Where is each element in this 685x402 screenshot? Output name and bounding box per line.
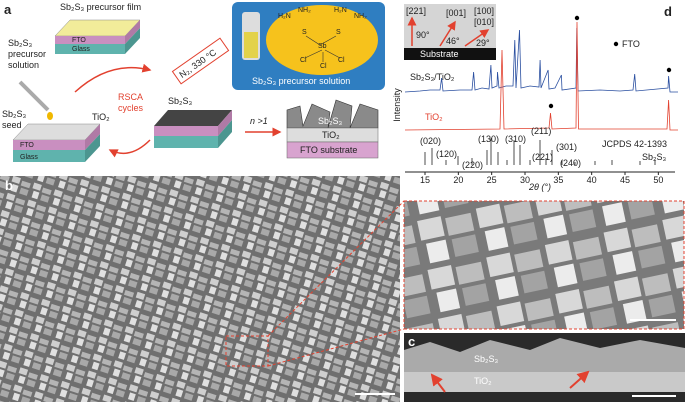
x-tick-label: 15: [420, 175, 430, 185]
solution-text: precursor: [8, 49, 46, 59]
solution-box: H₂N NH₂ H₂N NH₂ S S Sb Cl Cl Cl Sb₂S₃ pr…: [232, 2, 385, 90]
direction: [100]: [474, 6, 494, 16]
zoom-image: [403, 200, 685, 330]
peak-label: (220): [462, 160, 483, 170]
trace-label: TiO₂: [425, 112, 443, 122]
seed-text: Sb₂S₃: [2, 109, 27, 119]
x-axis-label: 2θ (°): [528, 182, 551, 192]
box-caption: Sb₂S₃ precursor solution: [252, 76, 350, 86]
droplet: [47, 112, 53, 120]
atom: NH₂: [354, 13, 367, 20]
panel-d: d Intensity 2θ (°) FTO Sb₂S₃/TiO₂ TiO₂ J…: [392, 4, 678, 192]
layer-label: Glass: [72, 46, 90, 53]
atom: Cl: [338, 57, 345, 64]
atom: NH₂: [298, 7, 311, 14]
tio2-layer: [404, 372, 685, 392]
repeat-label: n >1: [250, 116, 268, 126]
anneal-box: N₂, 330 °C: [171, 37, 230, 85]
atom: H₂N: [278, 13, 291, 20]
peak-label: (211): [531, 126, 551, 136]
atom: Cl: [300, 57, 307, 64]
x-tick-label: 30: [520, 175, 530, 185]
layer-label: FTO: [20, 142, 34, 149]
peak-label: (020): [420, 136, 441, 146]
y-axis-label: Intensity: [392, 88, 402, 122]
fto-dot: [666, 67, 672, 73]
atom: Sb: [318, 43, 327, 50]
film-stack: FTO Glass: [54, 19, 141, 54]
atom: S: [336, 29, 341, 36]
orientation-inset: Substrate [221] [001] [100] [010] 90° 46…: [404, 4, 496, 60]
layer-label: FTO: [72, 37, 86, 44]
zoom-line: [267, 328, 405, 367]
cycle-text: RSCA: [118, 92, 143, 102]
x-tick-label: 40: [587, 175, 597, 185]
panel-a: a Sb₂S₃ precursor film FTO Glass Sb₂S₃ p…: [2, 2, 385, 162]
peak-label: (310): [505, 134, 526, 144]
film-title: Sb₂S₃ precursor film: [60, 2, 141, 12]
direction: [010]: [474, 17, 494, 27]
panel-b: b: [0, 176, 685, 402]
atom: S: [302, 29, 307, 36]
cross-section: Sb₂S₃ TiO₂ FTO substrate: [286, 99, 379, 159]
seed-stack: FTO Glass: [12, 123, 101, 162]
sem-image: [0, 176, 400, 402]
layer-label: Glass: [20, 154, 38, 161]
arrow: [430, 373, 446, 393]
inset-substrate: Substrate: [420, 49, 459, 59]
angle: 46°: [446, 36, 460, 46]
trace-label: Sb₂S₃/TiO₂: [410, 72, 455, 82]
trace: [404, 27, 678, 93]
layer-label: Sb₂S₃: [474, 354, 499, 364]
arrow: [569, 370, 590, 389]
angle: 90°: [416, 30, 430, 40]
x-tick-label: 35: [553, 175, 563, 185]
fto-legend: FTO: [622, 39, 640, 49]
cycle-text: cycles: [118, 103, 144, 113]
x-tick-label: 20: [453, 175, 463, 185]
product-label: Sb₂S₃: [168, 96, 193, 106]
peak-label: (221): [532, 152, 553, 162]
panel-label: a: [4, 2, 12, 17]
reference-label: Sb₂S₃: [642, 152, 667, 162]
peak-label: (240): [560, 158, 581, 168]
panel-label: c: [408, 334, 415, 349]
direction: [001]: [446, 8, 466, 18]
fto-dot: [613, 41, 619, 47]
trace: [404, 21, 678, 131]
fto-dot: [548, 103, 554, 109]
x-tick-label: 50: [653, 175, 663, 185]
layer-label: TiO₂: [474, 376, 492, 386]
panel-label: b: [5, 178, 13, 193]
layer-label: FTO substrate: [300, 145, 357, 155]
panel-label: d: [664, 4, 672, 19]
arrow: [74, 63, 152, 93]
zoom-box: [225, 335, 269, 367]
angle: 29°: [476, 38, 490, 48]
atom: H₂N: [334, 7, 347, 14]
peak-label: (120): [436, 149, 457, 159]
dropper: [18, 80, 50, 112]
tio2-label: TiO₂: [92, 112, 110, 122]
absorber-layer: [404, 338, 685, 372]
panel-c: c Sb₂S₃ TiO₂: [404, 333, 685, 402]
peak-label: (130): [478, 134, 499, 144]
peak-label: (301): [556, 142, 577, 152]
solution-text: Sb₂S₃: [8, 38, 33, 48]
direction: [221]: [406, 6, 426, 16]
x-tick-label: 45: [620, 175, 630, 185]
x-tick-label: 25: [487, 175, 497, 185]
product-stack: [154, 110, 232, 148]
fto-dot: [574, 15, 580, 21]
zoom-line: [267, 200, 405, 337]
reference-sticks: [424, 138, 656, 165]
arrow: [108, 139, 151, 158]
solution-text: solution: [8, 60, 39, 70]
seed-text: seed: [2, 120, 22, 130]
layer-label: Sb₂S₃: [318, 116, 343, 126]
atom: Cl: [320, 63, 327, 70]
reference-label: JCPDS 42-1393: [602, 139, 667, 149]
layer-label: TiO₂: [322, 130, 340, 140]
